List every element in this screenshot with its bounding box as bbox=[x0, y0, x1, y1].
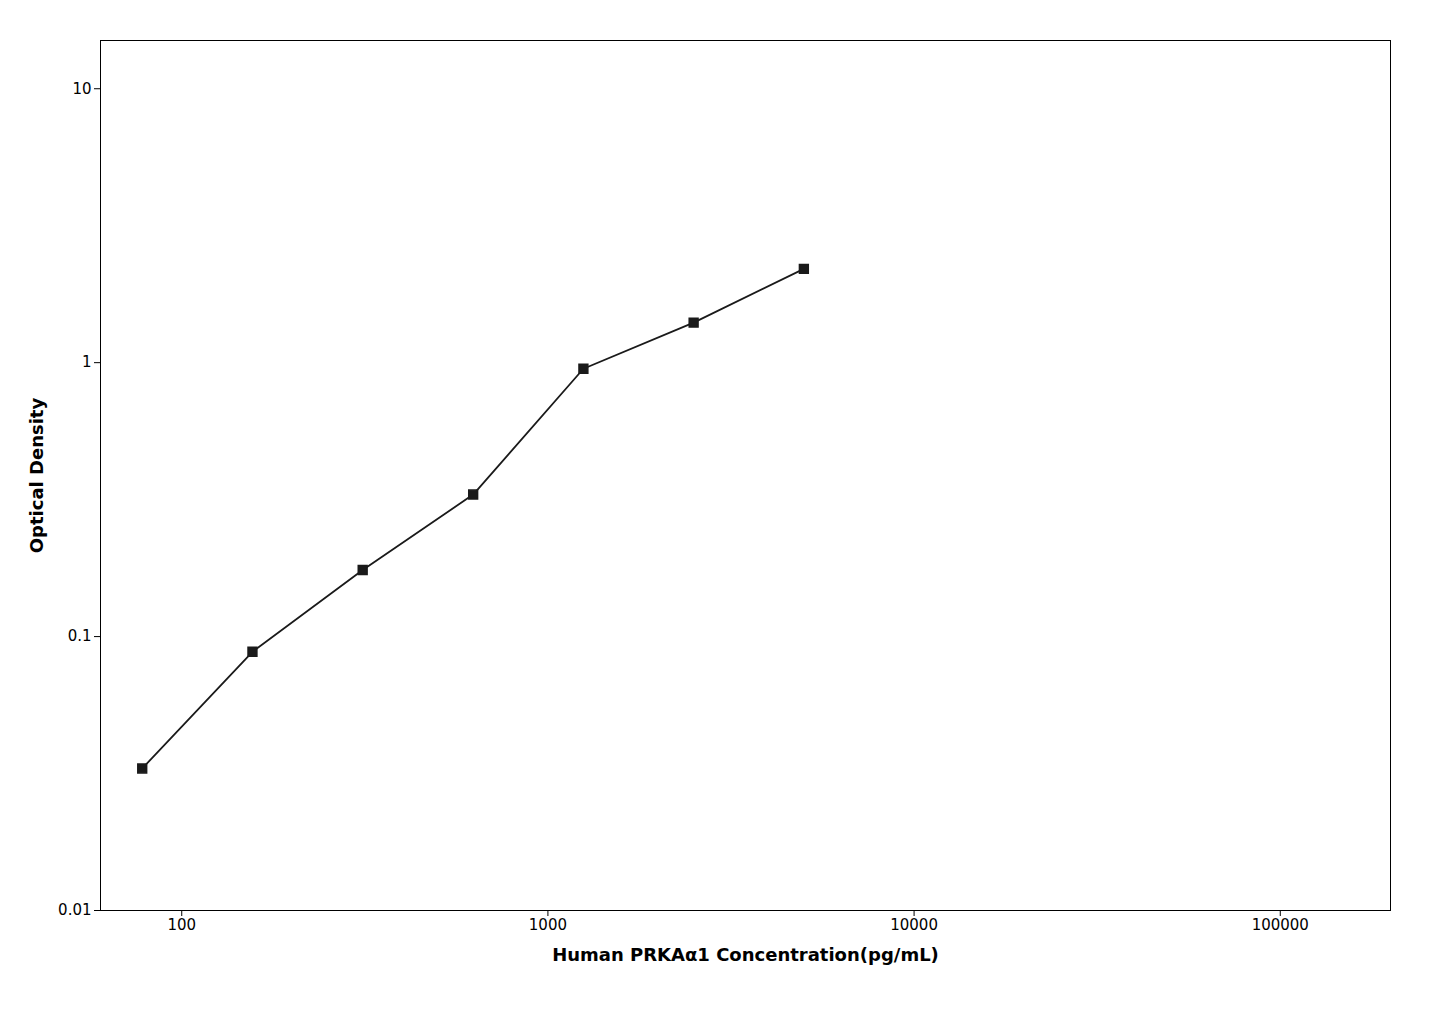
svg-text:1: 1 bbox=[82, 353, 92, 371]
svg-text:10: 10 bbox=[72, 80, 91, 98]
svg-text:10000: 10000 bbox=[890, 916, 938, 934]
svg-text:1000: 1000 bbox=[529, 916, 567, 934]
svg-text:0.1: 0.1 bbox=[68, 627, 92, 645]
svg-text:Optical Density: Optical Density bbox=[26, 398, 47, 554]
svg-text:100000: 100000 bbox=[1252, 916, 1309, 934]
svg-text:100: 100 bbox=[167, 916, 196, 934]
svg-text:0.01: 0.01 bbox=[58, 901, 91, 919]
svg-text:Human PRKAα1 Concentration(pg/: Human PRKAα1 Concentration(pg/mL) bbox=[552, 944, 939, 965]
